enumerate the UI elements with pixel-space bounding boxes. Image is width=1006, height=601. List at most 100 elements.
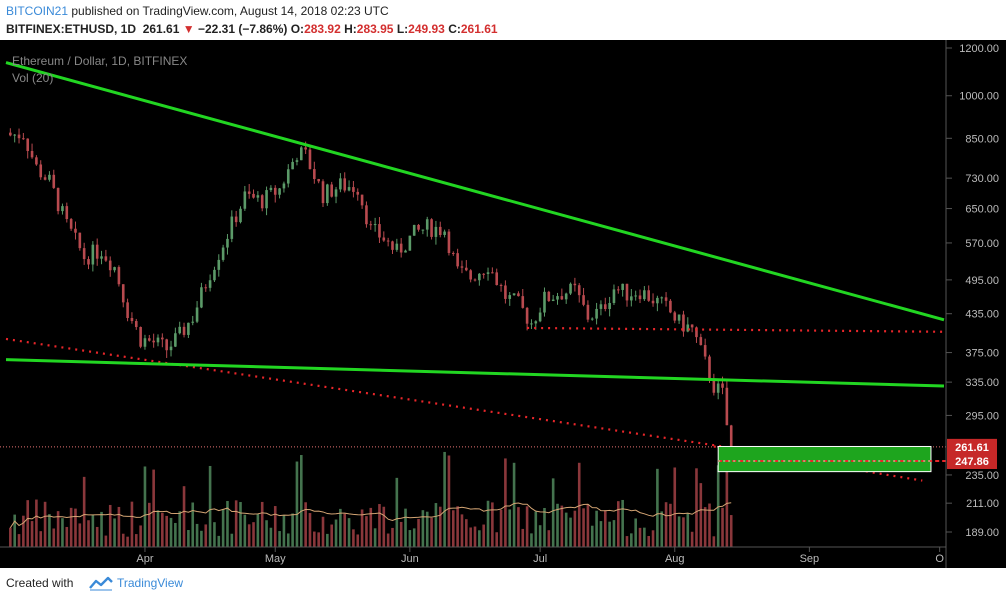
volume-bar [599, 521, 603, 547]
volume-bar [412, 528, 416, 547]
volume-bar [699, 483, 703, 547]
volume-bar [35, 499, 38, 547]
candle-body [39, 164, 43, 178]
volume-bar [74, 508, 77, 547]
volume-bar [603, 510, 607, 547]
volume-bar [347, 518, 351, 547]
volume-bar [525, 506, 529, 547]
candle-body [347, 187, 351, 191]
volume-bar [504, 458, 507, 547]
low-value: 249.93 [408, 22, 445, 36]
volume-bar [586, 504, 590, 547]
volume-bar [182, 486, 186, 547]
volume-bar [517, 507, 520, 547]
candle-body [256, 195, 260, 198]
y-tick-label: 235.00 [965, 470, 999, 482]
high-value: 283.95 [356, 22, 394, 36]
time-axis[interactable]: Apr May Jun Jul Aug Sep O [136, 547, 944, 565]
volume-bar [273, 506, 277, 547]
volume-bars [9, 451, 733, 547]
volume-bar [247, 524, 251, 547]
volume-bar [625, 536, 629, 547]
candle-body [660, 297, 664, 299]
price-chart[interactable]: 189.00 211.00 235.00 295.00 335.00 375.00 435.… [0, 40, 1006, 568]
volume-bar [126, 536, 129, 547]
candle-body [352, 187, 355, 192]
volume-bar [165, 515, 168, 547]
candle-body [729, 425, 733, 447]
volume-bar [721, 507, 724, 547]
author-link[interactable]: BITCOIN21 [6, 4, 69, 18]
volume-bar [703, 507, 707, 547]
volume-bar [304, 502, 307, 547]
volume-bar [564, 512, 568, 547]
candle-body [530, 323, 533, 325]
candle-body [577, 285, 581, 296]
candle-body [121, 284, 125, 303]
candle-body [204, 287, 208, 289]
volume-bar [482, 524, 485, 547]
volume-bar [664, 502, 668, 547]
candle-body [656, 297, 659, 304]
volume-bar [65, 526, 69, 547]
volume-bar [404, 508, 407, 547]
volume-bar [78, 523, 82, 547]
tradingview-logo-icon[interactable] [88, 575, 114, 591]
candle-body [82, 248, 86, 260]
price-axis-background [946, 40, 1006, 568]
publish-header: BITCOIN21 published on TradingView.com, … [0, 0, 1006, 40]
candle-body [52, 174, 56, 188]
open-value: 283.92 [304, 22, 341, 36]
symbol-info: BITFINEX:ETHUSD, 1D 261.61 ▼ −22.31 (−7.… [6, 22, 498, 36]
candle-body [91, 244, 95, 265]
volume-bar [621, 499, 624, 547]
volume-bar [543, 507, 546, 547]
volume-bar [52, 528, 56, 547]
candle-body [286, 169, 290, 184]
candle-body [117, 267, 121, 285]
tradingview-link[interactable]: TradingView [117, 576, 184, 590]
volume-bar [617, 501, 620, 547]
volume-bar [174, 522, 177, 547]
volume-bar [443, 451, 446, 547]
candle-body [43, 177, 47, 180]
volume-bar [651, 530, 655, 547]
volume-bar [382, 506, 386, 547]
volume-bar [352, 529, 355, 547]
candle-body [495, 272, 499, 286]
volume-bar [447, 455, 451, 547]
candle-body [30, 151, 34, 158]
volume-bar [473, 526, 477, 547]
candle-body [451, 252, 455, 254]
candle-body [195, 307, 199, 322]
volume-bar [421, 510, 425, 547]
volume-bar [551, 478, 555, 547]
candle-body [35, 157, 38, 165]
volume-bar [690, 531, 694, 547]
candle-body [295, 160, 299, 162]
volume-bar [660, 511, 664, 547]
candle-body [686, 324, 690, 332]
chart-area[interactable]: 189.00 211.00 235.00 295.00 335.00 375.00 435.… [0, 40, 1006, 568]
price-axis[interactable]: 189.00 211.00 235.00 295.00 335.00 375.00 435.… [946, 43, 999, 539]
volume-bar [391, 527, 394, 547]
candle-body [708, 356, 711, 380]
x-tick-label: Jul [533, 553, 547, 565]
volume-bar [178, 511, 182, 547]
volume-bar [716, 465, 720, 547]
candle-body [369, 224, 373, 226]
candle-body [443, 231, 446, 235]
drawings [5, 61, 946, 482]
volume-bar [321, 516, 325, 547]
volume-bar [682, 517, 685, 547]
volume-bar [269, 527, 273, 547]
candle-body [504, 285, 507, 299]
x-tick-label: Jun [401, 553, 419, 565]
volume-bar [630, 533, 633, 547]
volume-bar [729, 515, 733, 547]
volume-bar [373, 528, 377, 547]
candle-body [308, 149, 312, 170]
symbol-label: BITFINEX:ETHUSD, 1D [6, 22, 137, 36]
candle-body [13, 134, 16, 136]
down-arrow-icon: ▼ [182, 22, 195, 36]
